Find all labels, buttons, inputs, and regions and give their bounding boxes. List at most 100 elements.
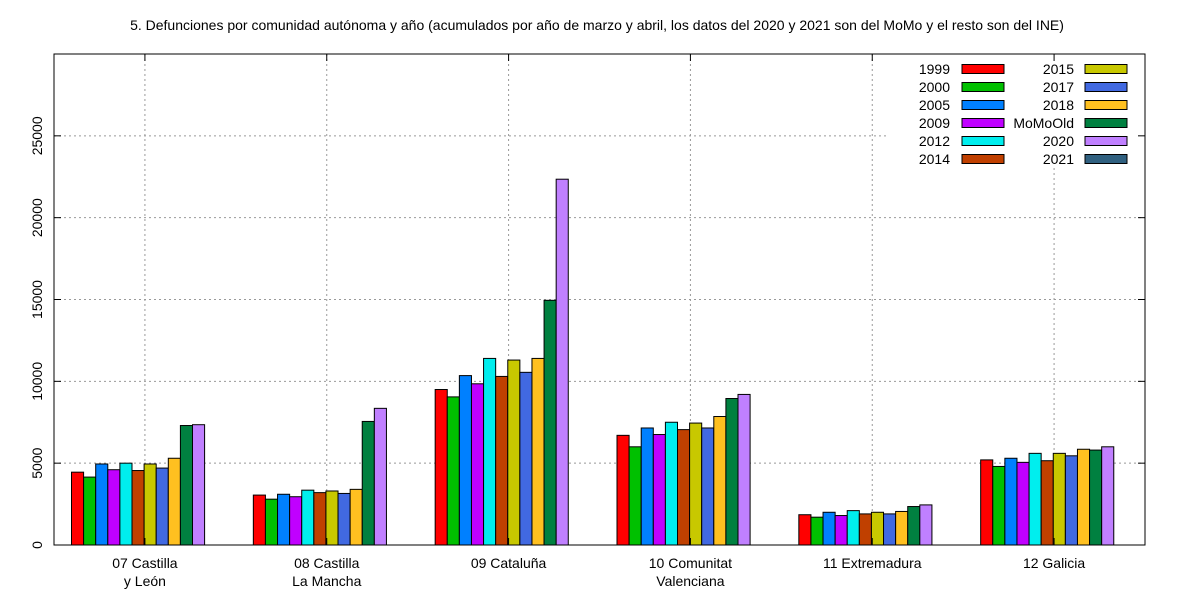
bar	[616, 434, 630, 546]
bar	[519, 371, 533, 546]
bar	[192, 424, 206, 546]
bar	[1076, 448, 1091, 546]
bar	[628, 446, 642, 546]
bar	[483, 357, 497, 546]
legend-label: 2021	[1043, 151, 1074, 167]
y-tick-label: 20000	[29, 198, 45, 237]
bar	[252, 494, 266, 546]
x-tick-label: Valenciana	[656, 573, 724, 589]
legend-label: 2012	[919, 133, 950, 149]
legend-label: 1999	[919, 61, 950, 77]
bar	[71, 471, 85, 546]
bar	[895, 510, 909, 546]
legend-swatch	[1084, 100, 1128, 110]
bar	[834, 515, 848, 546]
legend-swatch	[961, 64, 1005, 74]
legend-swatch	[961, 82, 1005, 92]
bar	[980, 459, 994, 546]
x-tick-label: 09 Cataluña	[471, 555, 547, 571]
bar	[1028, 452, 1042, 546]
y-tick-label: 0	[29, 541, 45, 549]
bar	[1016, 461, 1030, 546]
legend-label: 2014	[919, 151, 950, 167]
bar	[1052, 452, 1066, 546]
legend-label: MoMoOld	[1013, 115, 1074, 131]
bar	[798, 514, 812, 546]
bar	[349, 488, 363, 546]
bar	[725, 398, 739, 546]
bar	[95, 463, 109, 546]
bar	[373, 407, 387, 546]
bar	[179, 425, 193, 546]
legend-swatch	[961, 136, 1005, 146]
legend-swatch	[1084, 118, 1128, 128]
bar	[1040, 460, 1054, 546]
bar	[1064, 455, 1078, 546]
grid-layer	[54, 54, 1145, 545]
bar	[870, 511, 885, 546]
bar	[83, 476, 97, 546]
bars-layer	[71, 178, 1115, 546]
x-tick-label: 11 Extremadura	[823, 555, 922, 571]
bar	[446, 396, 460, 546]
bar	[907, 506, 921, 546]
legend-swatch	[1084, 154, 1128, 164]
bar	[883, 513, 897, 546]
bar	[289, 496, 303, 546]
chart-title: 5. Defunciones por comunidad autónoma y …	[130, 17, 1064, 33]
legend-label: 2018	[1043, 97, 1074, 113]
bar	[361, 420, 375, 546]
bar	[713, 416, 727, 546]
bar	[531, 357, 545, 546]
bar	[119, 462, 133, 546]
x-tick-label: 10 Comunitat	[649, 555, 732, 571]
y-tick-label: 5000	[29, 447, 45, 478]
bar	[1004, 457, 1018, 546]
legend-layer: 1999 2000 2005 2009 2012 2014 2015 2017 2018 MoMo…	[919, 61, 1128, 167]
bar	[701, 427, 715, 546]
legend-label: 2005	[919, 97, 950, 113]
axis-layer: 0 5000 10000 15000 20000 25000 07 Castilla y Le…	[29, 54, 1145, 589]
legend-swatch	[961, 100, 1005, 110]
bar	[1101, 446, 1115, 546]
bar	[737, 393, 751, 546]
x-tick-label: 08 Castilla	[294, 555, 360, 571]
legend-label: 2015	[1043, 61, 1074, 77]
legend-label: 2020	[1043, 133, 1074, 149]
bar	[810, 516, 824, 546]
bar	[858, 513, 872, 546]
bar	[543, 299, 557, 546]
legend-swatch	[1084, 82, 1128, 92]
legend-label: 2000	[919, 79, 950, 95]
bar	[555, 178, 569, 546]
bar	[822, 511, 836, 546]
bar	[846, 510, 860, 546]
bar	[664, 421, 679, 546]
bar	[143, 463, 157, 546]
bar	[107, 469, 121, 546]
bar	[277, 493, 291, 546]
bar	[507, 359, 521, 546]
bar	[652, 434, 666, 546]
legend-swatch	[961, 154, 1005, 164]
bar	[677, 429, 691, 546]
bar	[470, 383, 485, 546]
bar	[495, 375, 509, 546]
bar	[325, 490, 339, 546]
y-tick-label: 10000	[29, 362, 45, 401]
x-tick-label: La Mancha	[292, 573, 361, 589]
bar	[131, 470, 145, 546]
bar	[301, 489, 315, 546]
x-tick-label: 12 Galicia	[1023, 555, 1085, 571]
legend-label: 2017	[1043, 79, 1074, 95]
x-tick-label: y León	[124, 573, 166, 589]
x-tick-label: 07 Castilla	[112, 555, 178, 571]
legend-swatch	[1084, 64, 1128, 74]
y-tick-label: 15000	[29, 280, 45, 319]
bar	[264, 498, 279, 546]
y-tick-label: 25000	[29, 116, 45, 155]
legend-swatch	[961, 118, 1005, 128]
bar	[689, 422, 703, 546]
